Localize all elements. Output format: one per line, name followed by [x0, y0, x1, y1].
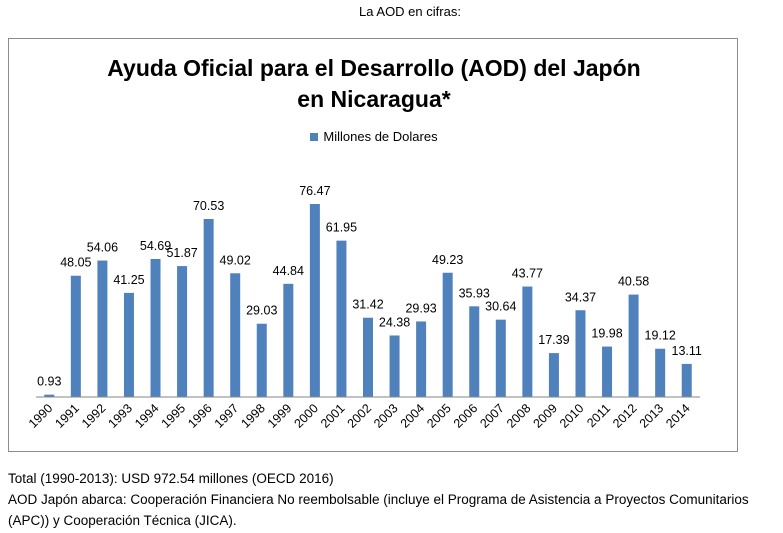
x-tick-1999: 1999 — [265, 401, 295, 431]
x-tick-2006: 2006 — [451, 401, 481, 431]
page-heading: La AOD en cifras: — [359, 4, 461, 19]
bar-2008 — [522, 286, 533, 397]
bar-2012 — [628, 294, 639, 397]
bar-2003 — [389, 335, 400, 397]
bar-2009 — [548, 353, 559, 397]
bar-2004 — [416, 321, 427, 397]
data-label-1998: 29.03 — [246, 304, 277, 318]
bar-2014 — [681, 363, 692, 397]
bar-1990 — [44, 394, 55, 397]
chart-title: Ayuda Oficial para el Desarrollo (AOD) d… — [9, 53, 739, 115]
x-tick-1991: 1991 — [52, 401, 82, 431]
footer-total: Total (1990-2013): USD 972.54 millones (… — [8, 471, 334, 486]
bar-chart: 0.93 1990 48.05 1991 54.06 1992 41.25 1993 54.69… — [26, 184, 702, 431]
x-tick-2013: 2013 — [637, 401, 667, 431]
bar-1991 — [70, 275, 81, 397]
x-tick-1990: 1990 — [26, 401, 56, 431]
data-label-1995: 51.87 — [166, 246, 197, 260]
x-tick-1994: 1994 — [132, 401, 162, 431]
bar-1999 — [283, 283, 294, 397]
footer-note: AOD Japón abarca: Cooperación Financiera… — [8, 492, 749, 528]
chart-legend: Millones de Dolares — [9, 129, 739, 144]
data-label-2014: 13.11 — [672, 344, 702, 358]
data-label-1999: 44.84 — [273, 264, 304, 278]
x-tick-2003: 2003 — [371, 401, 401, 431]
x-tick-2008: 2008 — [504, 401, 534, 431]
data-label-1996: 70.53 — [193, 199, 224, 213]
x-tick-1992: 1992 — [79, 401, 109, 431]
x-tick-1993: 1993 — [106, 401, 136, 431]
bar-1998 — [256, 323, 267, 397]
data-label-2001: 61.95 — [326, 221, 357, 235]
bar-2002 — [363, 317, 373, 397]
x-tick-1995: 1995 — [159, 401, 189, 431]
x-tick-2002: 2002 — [345, 401, 375, 431]
bar-2007 — [495, 319, 506, 397]
data-label-2008: 43.77 — [512, 267, 543, 281]
x-tick-1998: 1998 — [238, 401, 268, 431]
data-label-1990: 0.93 — [37, 375, 61, 389]
x-tick-2009: 2009 — [530, 401, 560, 431]
bar-1997 — [230, 273, 241, 397]
x-tick-2000: 2000 — [291, 401, 321, 431]
bar-2010 — [575, 310, 586, 397]
data-label-2013: 19.12 — [645, 329, 676, 343]
bar-1996 — [203, 218, 214, 397]
legend-swatch — [310, 133, 319, 141]
x-tick-2001: 2001 — [318, 401, 348, 431]
bar-2005 — [442, 272, 453, 397]
data-label-1992: 54.06 — [87, 241, 118, 255]
bar-2011 — [602, 346, 613, 397]
x-tick-2005: 2005 — [424, 401, 454, 431]
data-label-1991: 48.05 — [60, 256, 91, 270]
x-tick-1996: 1996 — [185, 401, 215, 431]
data-label-2009: 17.39 — [538, 333, 569, 347]
data-label-2010: 34.37 — [565, 290, 596, 304]
data-label-2006: 35.93 — [459, 286, 490, 300]
data-label-2002: 31.42 — [352, 298, 383, 312]
legend-label: Millones de Dolares — [323, 129, 438, 144]
chart-title-line1: Ayuda Oficial para el Desarrollo (AOD) d… — [107, 55, 641, 81]
data-label-2000: 76.47 — [299, 184, 330, 198]
data-label-2011: 19.98 — [591, 327, 622, 341]
chart-frame: Ayuda Oficial para el Desarrollo (AOD) d… — [8, 38, 738, 452]
x-tick-2004: 2004 — [398, 401, 428, 431]
data-label-2005: 49.23 — [432, 253, 463, 267]
x-tick-2007: 2007 — [477, 401, 507, 431]
bar-2001 — [336, 240, 347, 397]
bar-2000 — [309, 204, 320, 397]
x-tick-2011: 2011 — [584, 401, 613, 430]
data-label-2004: 29.93 — [405, 301, 436, 315]
data-label-1993: 41.25 — [113, 273, 144, 287]
bar-2006 — [469, 306, 480, 397]
x-tick-1997: 1997 — [212, 401, 242, 431]
data-label-2007: 30.64 — [485, 300, 516, 314]
data-label-1994: 54.69 — [140, 239, 171, 253]
data-label-2012: 40.58 — [618, 275, 649, 289]
bar-1995 — [177, 266, 188, 397]
bar-1992 — [97, 260, 108, 397]
bar-1993 — [123, 292, 134, 397]
x-tick-2012: 2012 — [610, 401, 640, 431]
data-label-2003: 24.38 — [379, 315, 410, 329]
bar-2013 — [655, 348, 666, 397]
data-label-1997: 49.02 — [220, 253, 251, 267]
x-tick-2014: 2014 — [663, 401, 693, 431]
bar-1994 — [150, 258, 161, 397]
chart-title-line2: en Nicaragua* — [297, 86, 451, 112]
x-tick-2010: 2010 — [557, 401, 587, 431]
